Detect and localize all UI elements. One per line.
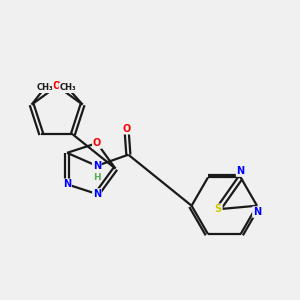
Text: S: S bbox=[215, 204, 222, 214]
Text: N: N bbox=[63, 179, 71, 189]
Text: O: O bbox=[93, 138, 101, 148]
Text: N: N bbox=[93, 189, 101, 199]
Text: H: H bbox=[93, 173, 100, 182]
Text: N: N bbox=[237, 166, 245, 176]
Text: O: O bbox=[122, 124, 130, 134]
Text: N: N bbox=[253, 207, 261, 217]
Text: CH₃: CH₃ bbox=[36, 83, 53, 92]
Text: O: O bbox=[53, 81, 61, 91]
Text: CH₃: CH₃ bbox=[59, 83, 76, 92]
Text: N: N bbox=[93, 161, 101, 171]
